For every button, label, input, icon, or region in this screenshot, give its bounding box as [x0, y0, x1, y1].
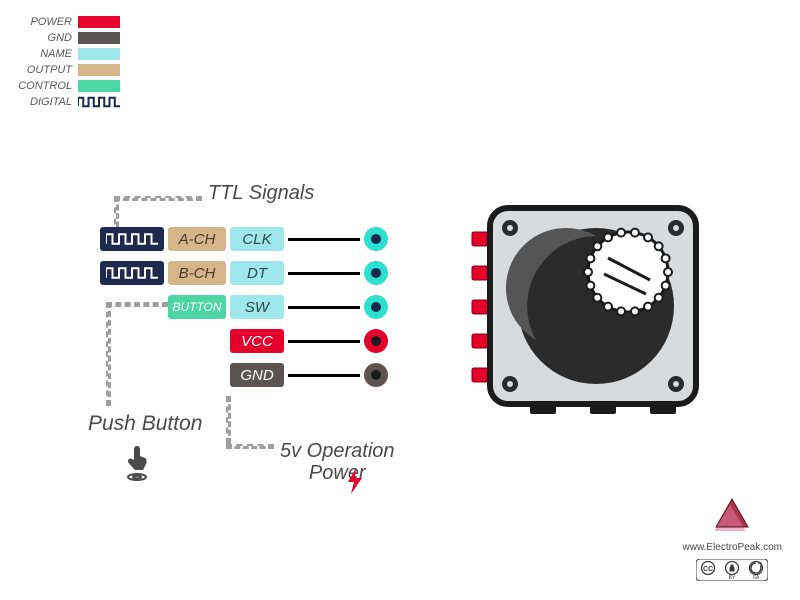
pin-row: BUTTONSW: [100, 290, 388, 324]
legend: POWER GND NAME OUTPUT CONTROL DIGITAL: [10, 14, 120, 110]
svg-text:CC: CC: [703, 566, 713, 573]
pin-function-badge: B-CH: [168, 261, 226, 285]
svg-text:BY: BY: [729, 575, 736, 581]
pin-wire: [288, 272, 360, 275]
legend-label: DIGITAL: [10, 96, 78, 108]
dash-line: [114, 196, 202, 201]
legend-label: NAME: [10, 48, 78, 60]
brand-url: www.ElectroPeak.com: [683, 542, 782, 553]
legend-swatch: [78, 64, 120, 76]
callout-5v-power: 5v Operation Power: [280, 440, 395, 484]
pin-name-badge: DT: [230, 261, 284, 285]
pin-header-dot: [364, 261, 388, 285]
pin-name-badge: VCC: [230, 329, 284, 353]
pin-row: VCC: [100, 324, 388, 358]
rotary-encoder-module: [470, 190, 720, 425]
power-bolt-icon: [346, 468, 364, 499]
pin-function-badge: BUTTON: [168, 295, 226, 319]
pin-header-dot: [364, 363, 388, 387]
pin-function-badge: A-CH: [168, 227, 226, 251]
legend-row: OUTPUT: [10, 62, 120, 78]
pin-wire: [288, 374, 360, 377]
callout-ttl-signals: TTL Signals: [208, 182, 314, 205]
push-button-icon: [122, 444, 152, 487]
legend-digital-wave: [78, 95, 120, 109]
legend-swatch: [78, 16, 120, 28]
legend-label: POWER: [10, 16, 78, 28]
footer-branding: www.ElectroPeak.com CC BY SA: [683, 497, 782, 586]
cc-license-icon: CC BY SA: [696, 559, 768, 581]
legend-label: OUTPUT: [10, 64, 78, 76]
dash-line: [226, 444, 274, 449]
pin-header-dot: [364, 329, 388, 353]
pinout-table: A-CHCLKB-CHDTBUTTONSWVCCGND: [100, 222, 388, 392]
pin-row: A-CHCLK: [100, 222, 388, 256]
legend-row: DIGITAL: [10, 94, 120, 110]
legend-swatch: [78, 80, 120, 92]
svg-text:SA: SA: [753, 575, 760, 581]
pin-name-badge: SW: [230, 295, 284, 319]
pin-name-badge: GND: [230, 363, 284, 387]
pin-wire: [288, 306, 360, 309]
pin-header-dot: [364, 227, 388, 251]
legend-row: POWER: [10, 14, 120, 30]
legend-label: CONTROL: [10, 80, 78, 92]
pin-row: GND: [100, 358, 388, 392]
pin-wire: [288, 340, 360, 343]
pin-header-dot: [364, 295, 388, 319]
legend-swatch: [78, 32, 120, 44]
pin-row: B-CHDT: [100, 256, 388, 290]
callout-push-button: Push Button: [88, 412, 202, 436]
legend-row: GND: [10, 30, 120, 46]
legend-row: NAME: [10, 46, 120, 62]
pin-name-badge: CLK: [230, 227, 284, 251]
digital-signal-badge: [100, 227, 164, 251]
legend-row: CONTROL: [10, 78, 120, 94]
electropeak-logo-icon: [710, 497, 754, 533]
dash-line: [226, 396, 231, 444]
digital-signal-badge: [100, 261, 164, 285]
legend-swatch: [78, 48, 120, 60]
callout-5v-line1: 5v Operation: [280, 440, 395, 462]
legend-label: GND: [10, 32, 78, 44]
pin-wire: [288, 238, 360, 241]
